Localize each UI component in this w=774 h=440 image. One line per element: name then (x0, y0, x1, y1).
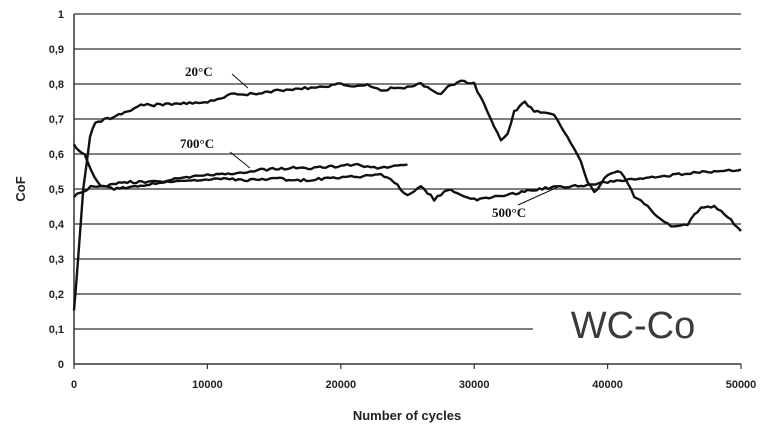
series-label: 500°C (492, 205, 526, 220)
series-lines (72, 79, 742, 311)
x-tick-label: 30000 (459, 379, 490, 391)
grid-lines (74, 13, 741, 330)
series-line-0 (72, 79, 742, 311)
series-leader-line (517, 186, 559, 206)
x-tick-label: 40000 (592, 379, 623, 391)
x-tick-label: 50000 (726, 379, 757, 391)
x-axis-title: Number of cycles (353, 408, 461, 423)
y-tick-label: 0,5 (49, 184, 64, 196)
y-tick-label: 0,7 (49, 114, 64, 126)
x-tick-label: 0 (71, 379, 77, 391)
y-axis-title: CoF (13, 176, 28, 201)
material-label-box (533, 295, 741, 347)
y-tick-label: 0,9 (49, 44, 64, 56)
series-annotations: 20°C 700°C 500°C (180, 64, 559, 220)
y-tick-label: 0,4 (49, 219, 65, 231)
y-tick-label: 0,1 (49, 324, 64, 336)
series-line-2 (72, 143, 742, 202)
y-tick-label: 0,2 (49, 289, 64, 301)
series-label: 700°C (180, 136, 214, 151)
series-label: 20°C (185, 64, 213, 79)
y-tick-label: 1 (58, 9, 64, 21)
series-line-1 (73, 162, 408, 198)
y-tick-label: 0,8 (49, 79, 64, 91)
tick-labels: 0 0,1 0,2 0,3 0,4 0,5 0,6 0,7 0,8 0,9 1 0 10000 20000… (49, 9, 757, 391)
series-leader-line (229, 151, 251, 169)
y-tick-label: 0 (58, 359, 64, 371)
x-tick-label: 20000 (326, 379, 357, 391)
y-tick-label: 0,6 (49, 149, 64, 161)
material-label: WC-Co (571, 305, 696, 347)
x-tick-label: 10000 (192, 379, 223, 391)
series-leader-line (231, 73, 249, 89)
y-tick-label: 0,3 (49, 254, 64, 266)
